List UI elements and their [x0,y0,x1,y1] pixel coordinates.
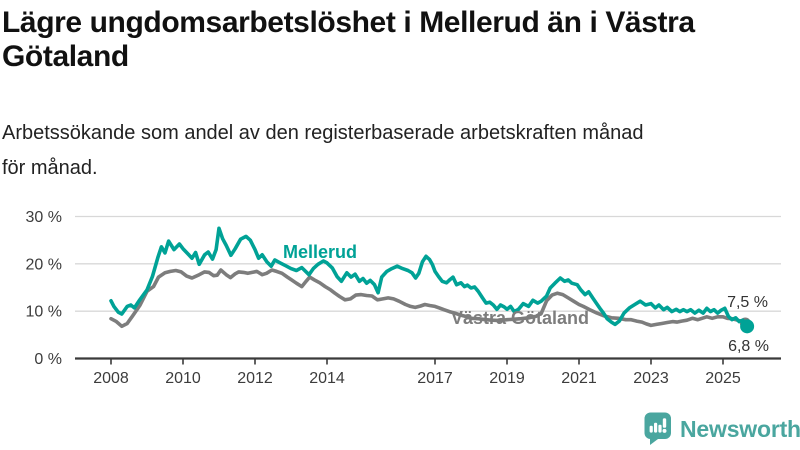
x-tick-label-2025: 2025 [705,370,741,387]
x-tick-label-2008: 2008 [93,370,129,387]
series-label-mellerud: Mellerud [283,242,357,262]
end-value-label-mellerud: 6,8 % [728,338,769,355]
x-tick-label-2014: 2014 [309,370,345,387]
x-tick-label-2019: 2019 [489,370,525,387]
y-tick-label-10: 10 % [26,304,62,321]
chart-title: Lägre ungdomsarbetslöshet i Mellerud än … [2,6,695,73]
end-value-label-vastra-gotaland: 7,5 % [727,294,768,311]
speech-bubble-tail [650,436,660,445]
x-tick-label-2012: 2012 [237,370,273,387]
end-dot-mellerud [740,319,755,334]
x-tick-label-2023: 2023 [633,370,669,387]
series-line-mellerud [109,226,749,329]
y-tick-label-30: 30 % [26,209,62,226]
exclamation-dot [662,428,667,433]
newsworthy-logo: Newsworthy [644,412,800,446]
chart-subtitle: Arbetssökande som andel av den registerb… [2,122,644,179]
newsworthy-wordmark: Newsworthy [680,415,800,442]
newsworthy-logo-icon [644,412,671,445]
x-tick-label-2021: 2021 [561,370,597,387]
x-tick-label-2017: 2017 [417,370,453,387]
x-tick-label-2010: 2010 [165,370,201,387]
series-line-västra-götaland [109,268,748,329]
y-tick-label-0: 0 % [34,351,62,368]
chart-plot-area: 0 % 10 % 20 % 30 % 2008 2010 2012 2014 2017 2019 2… [26,209,781,387]
series-label-vastra-gotaland: Västra Götaland [451,308,589,328]
y-tick-label-20: 20 % [26,256,62,273]
exclamation-bar [662,418,667,428]
chart-annotations: Mellerud Västra Götaland 7,5 % 6,8 % [283,242,769,355]
